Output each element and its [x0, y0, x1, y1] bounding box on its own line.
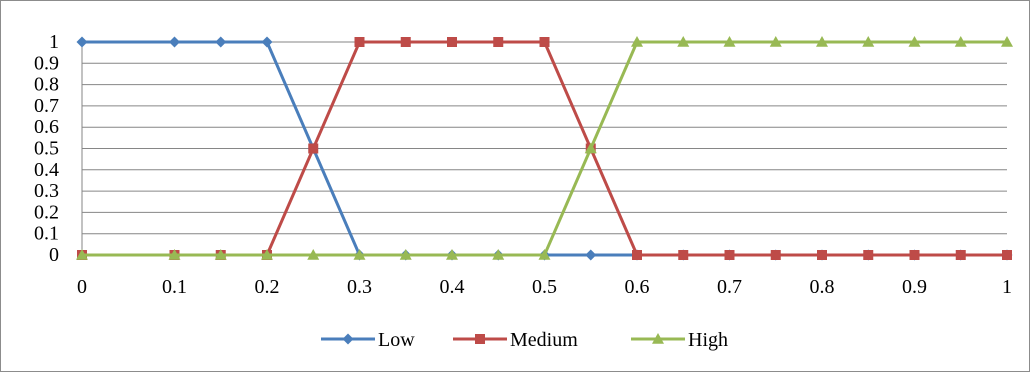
series-line-high — [82, 40, 1007, 257]
data-point-high — [261, 249, 273, 260]
y-tick-label: 0.2 — [34, 201, 59, 223]
x-tick-label: 0.2 — [255, 276, 280, 298]
data-point-medium — [863, 250, 874, 260]
x-tick-label: 0.7 — [717, 276, 742, 298]
data-point-high — [446, 249, 458, 260]
data-point-high — [677, 36, 690, 47]
data-point-medium — [539, 37, 550, 47]
y-tick-label: 0.7 — [34, 95, 59, 117]
data-point-high — [492, 249, 505, 260]
data-point-high — [862, 36, 875, 47]
data-point-high — [584, 142, 597, 154]
data-point-high — [908, 36, 921, 47]
legend-label-low: Low — [378, 329, 415, 351]
data-point-high — [76, 249, 88, 260]
x-tick-label: 0 — [77, 276, 87, 298]
data-point-high — [168, 249, 181, 260]
y-tick-label: 0.5 — [34, 138, 59, 160]
y-tick-labels: 00.10.20.30.40.50.60.70.80.91 — [34, 31, 59, 266]
y-tick-label: 0.8 — [34, 74, 59, 96]
y-tick-label: 0.1 — [34, 223, 59, 245]
data-point-high — [353, 249, 366, 260]
series-line-medium — [82, 40, 1007, 257]
y-tick-label: 0.6 — [34, 116, 59, 138]
data-point-medium — [678, 250, 689, 260]
x-tick-label: 0.4 — [440, 276, 465, 298]
x-tick-label: 0.1 — [162, 276, 187, 298]
data-point-low — [585, 249, 597, 261]
y-tick-label: 0 — [49, 244, 59, 266]
data-point-high — [769, 36, 782, 47]
series-lines — [76, 36, 1013, 261]
legend-item-low: Low — [321, 329, 415, 351]
data-point-high — [214, 249, 227, 260]
data-point-high — [399, 249, 412, 260]
data-point-high — [816, 36, 828, 47]
legend-marker-high — [652, 333, 664, 344]
data-point-high — [538, 249, 551, 260]
data-point-medium — [632, 250, 642, 260]
y-tick-label: 0.9 — [34, 52, 59, 74]
data-point-medium — [724, 250, 735, 260]
data-point-low — [76, 36, 88, 48]
x-tick-label: 0.6 — [625, 276, 650, 298]
data-point-low — [215, 36, 227, 48]
data-point-low — [169, 36, 180, 48]
data-point-high — [307, 249, 320, 260]
data-point-high — [723, 36, 736, 47]
data-point-medium — [308, 143, 319, 154]
data-point-high — [631, 36, 643, 47]
legend: Low Medium High — [321, 329, 728, 351]
x-tick-label: 0.3 — [347, 276, 372, 298]
data-point-medium — [1002, 250, 1012, 260]
data-point-medium — [354, 37, 365, 47]
data-point-low — [261, 36, 273, 48]
x-tick-label: 0.8 — [810, 276, 835, 298]
gridlines — [82, 41, 1007, 235]
data-point-high — [1001, 36, 1013, 47]
legend-marker-medium — [475, 334, 485, 344]
data-point-medium — [447, 37, 457, 47]
data-point-high — [954, 36, 967, 47]
legend-label-high: High — [688, 329, 728, 351]
legend-item-medium: Medium — [453, 329, 578, 351]
y-tick-label: 1 — [49, 31, 59, 53]
data-point-medium — [493, 37, 504, 47]
data-point-medium — [955, 250, 966, 260]
series-high — [76, 36, 1013, 260]
x-tick-labels: 0 0.1 0.2 0.3 0.4 0.5 0.6 0.7 0.8 0.9 1 — [77, 276, 1012, 298]
legend-marker-low — [342, 333, 354, 345]
y-tick-label: 0.3 — [34, 180, 59, 202]
x-tick-label: 1 — [1002, 276, 1012, 298]
data-point-medium — [817, 250, 827, 260]
legend-label-medium: Medium — [510, 329, 578, 351]
x-tick-label: 0.9 — [902, 276, 927, 298]
y-tick-label: 0.4 — [34, 159, 59, 181]
data-point-medium — [909, 250, 920, 260]
data-point-medium — [770, 250, 781, 260]
legend-item-high: High — [631, 329, 728, 351]
data-point-medium — [400, 37, 411, 47]
x-tick-label: 0.5 — [532, 276, 557, 298]
